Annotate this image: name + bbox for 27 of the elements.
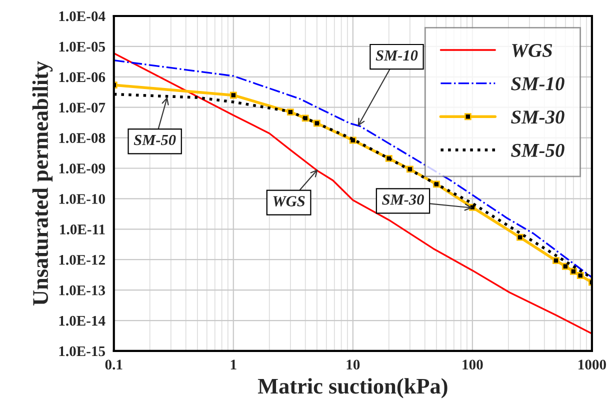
y-tick-label: 1.0E-12 bbox=[59, 254, 105, 265]
legend-label: WGS bbox=[512, 44, 552, 58]
y-tick-label: 1.0E-11 bbox=[60, 224, 105, 234]
x-tick-label: 100 bbox=[462, 360, 483, 370]
y-tick-label: 1.0E-09 bbox=[59, 164, 106, 174]
x-tick-label: 1000 bbox=[578, 360, 606, 370]
legend-label: SM-10 bbox=[511, 77, 564, 90]
x-tick-label: 1 bbox=[230, 360, 236, 370]
annotation: SM-10 bbox=[376, 50, 418, 61]
y-tick-label: 1.0E-10 bbox=[59, 194, 105, 204]
y-axis-title: Unsaturated permeability bbox=[32, 61, 53, 306]
y-tick-label: 1.0E-08 bbox=[59, 133, 106, 144]
y-tick-label: 1.0E-15 bbox=[59, 346, 106, 356]
annotation: SM-30 bbox=[382, 194, 424, 205]
x-tick-label: 0.1 bbox=[105, 360, 122, 370]
y-tick-label: 1.0E-05 bbox=[59, 42, 106, 52]
y-tick-label: 1.0E-07 bbox=[59, 102, 106, 113]
annotation: WGS bbox=[273, 196, 305, 206]
y-tick-label: 1.0E-14 bbox=[59, 316, 106, 326]
y-tick-label: 1.0E-13 bbox=[59, 285, 106, 296]
x-tick-label: 10 bbox=[346, 360, 360, 370]
legend-label: SM-50 bbox=[511, 144, 564, 157]
annotation: SM-50 bbox=[134, 134, 176, 146]
y-tick-label: 1.0E-04 bbox=[59, 11, 106, 22]
y-tick-label: 1.0E-06 bbox=[59, 72, 106, 82]
x-axis-title: Matric suction(kPa) bbox=[258, 378, 448, 398]
legend-label: SM-30 bbox=[511, 110, 564, 124]
